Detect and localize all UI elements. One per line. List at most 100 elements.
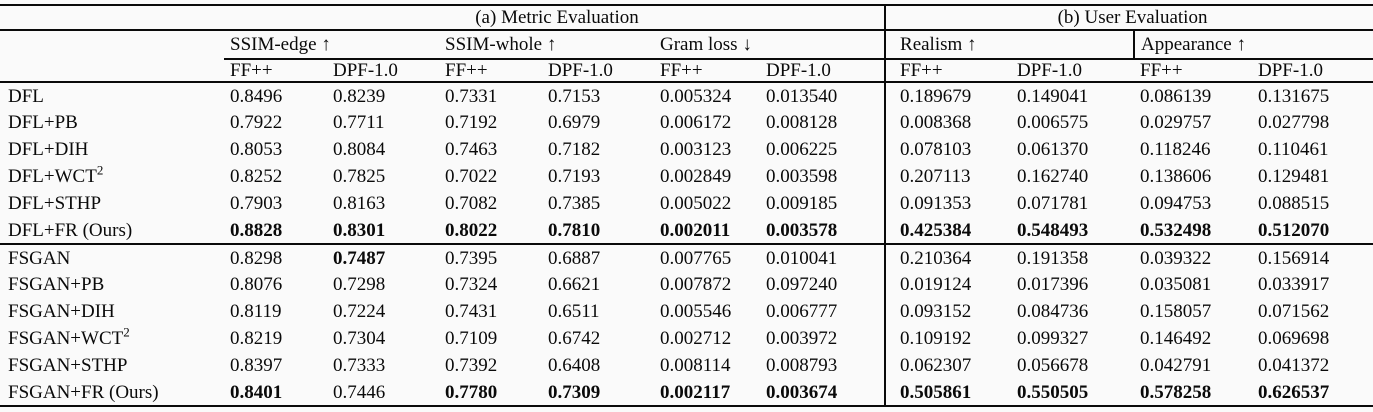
metric-value-cell: 0.097240	[766, 274, 838, 295]
table-row: DFL+WCT2 0.8252 0.7825 0.7022 0.7193 0.0…	[0, 163, 1373, 190]
metric-value-cell: 0.6742	[548, 328, 601, 349]
metric-value-cell: 0.7182	[548, 139, 601, 160]
metric-value-cell: 0.7309	[542, 379, 654, 407]
method-label: DFL	[8, 85, 44, 107]
metric-value-cell: 0.7224	[333, 301, 386, 322]
metric-value-cell: 0.7392	[445, 355, 498, 376]
metric-value-cell: 0.027798	[1258, 112, 1330, 133]
dataset-header: DPF-1.0	[1011, 59, 1135, 83]
metric-value-cell: 0.010041	[766, 247, 838, 269]
metric-value-cell: 0.071781	[1017, 193, 1089, 214]
table-row: FSGAN+FR (Ours) 0.8401 0.7446 0.7780 0.7…	[0, 379, 1373, 407]
metric-value-cell: 0.003123	[660, 139, 732, 160]
metric-value-cell: 0.8076	[230, 274, 283, 295]
method-label: FSGAN+PB	[8, 274, 105, 295]
dataset-header: FF++	[439, 59, 542, 83]
dataset-header: DPF-1.0	[542, 59, 654, 83]
dataset-header: DPF-1.0	[327, 59, 439, 83]
group-header-gram-loss: Gram loss ↓	[654, 30, 886, 60]
table-body: DFL 0.8496 0.8239 0.7331 0.7153 0.005324…	[0, 82, 1373, 407]
method-label-cell: DFL+WCT2	[0, 163, 224, 190]
metric-value-cell: 0.7487	[333, 247, 386, 269]
metric-value-cell: 0.042791	[1140, 355, 1212, 376]
metric-value-cell: 0.003972	[766, 328, 838, 349]
metric-value-cell: 0.7446	[327, 379, 439, 407]
metric-value-cell: 0.7903	[230, 193, 283, 214]
metric-value-cell: 0.006172	[660, 112, 732, 133]
group-header-ssim-whole: SSIM-whole ↑	[439, 30, 654, 60]
method-label: DFL+PB	[8, 112, 78, 133]
metric-value-cell: 0.138606	[1140, 166, 1212, 187]
metric-value-cell: 0.086139	[1140, 85, 1212, 107]
metric-value-cell: 0.035081	[1140, 274, 1212, 295]
metric-value-cell: 0.8301	[327, 217, 439, 245]
metric-value-cell: 0.8219	[230, 328, 283, 349]
metric-value-cell: 0.017396	[1017, 274, 1089, 295]
metric-value-cell: 0.149041	[1017, 85, 1089, 107]
metric-value-cell: 0.8239	[333, 85, 386, 107]
metric-value-cell: 0.7922	[230, 112, 283, 133]
table-row: FSGAN+WCT2 0.8219 0.7304 0.7109 0.6742 0…	[0, 325, 1373, 352]
table-row: FSGAN+DIH 0.8119 0.7224 0.7431 0.6511 0.…	[0, 298, 1373, 325]
method-label: FSGAN+DIH	[8, 301, 115, 322]
metric-value-cell: 0.425384	[884, 217, 1012, 245]
metric-value-cell: 0.8496	[230, 85, 283, 107]
metric-value-cell: 0.008368	[884, 109, 1012, 136]
method-label: DFL+FR (Ours)	[8, 219, 133, 241]
metric-value-cell: 0.007872	[660, 274, 732, 295]
metric-value-cell: 0.008128	[766, 112, 838, 133]
method-label: DFL+STHP	[8, 193, 102, 214]
metric-value-cell: 0.003578	[760, 217, 886, 245]
metric-value-cell: 0.8119	[230, 301, 282, 322]
metric-value-cell: 0.029757	[1140, 112, 1212, 133]
method-label: FSGAN	[8, 247, 71, 269]
table-row: DFL+DIH 0.8053 0.8084 0.7463 0.7182 0.00…	[0, 136, 1373, 163]
metric-value-cell: 0.041372	[1258, 355, 1330, 376]
metric-value-cell: 0.7192	[445, 112, 498, 133]
metric-value-cell: 0.7304	[333, 328, 386, 349]
metric-value-cell: 0.162740	[1017, 166, 1089, 187]
method-label-cell: FSGAN	[0, 244, 224, 271]
method-label: FSGAN+FR (Ours)	[8, 381, 159, 403]
corner-cell	[0, 4, 224, 31]
metric-value-cell: 0.210364	[884, 244, 1012, 271]
metric-value-cell: 0.207113	[884, 163, 1012, 190]
method-label-cell: FSGAN+PB	[0, 271, 224, 298]
metric-value-cell: 0.7153	[548, 85, 601, 107]
metric-value-cell: 0.512070	[1252, 217, 1373, 245]
metric-value-cell: 0.8828	[224, 217, 327, 245]
metric-value-cell: 0.7431	[445, 301, 498, 322]
table-row: DFL+PB 0.7922 0.7711 0.7192 0.6979 0.006…	[0, 109, 1373, 136]
method-label-cell: DFL	[0, 82, 224, 109]
metric-value-cell: 0.6621	[548, 274, 601, 295]
group-header-ssim-edge: SSIM-edge ↑	[224, 30, 439, 60]
metric-value-cell: 0.7082	[445, 193, 498, 214]
metric-value-cell: 0.006225	[766, 139, 838, 160]
method-label: FSGAN+WCT	[8, 328, 124, 349]
metric-value-cell: 0.091353	[884, 190, 1012, 217]
metric-value-cell: 0.056678	[1017, 355, 1089, 376]
metric-value-cell: 0.069698	[1258, 328, 1330, 349]
metric-value-cell: 0.146492	[1140, 328, 1212, 349]
metric-value-cell: 0.7022	[445, 166, 498, 187]
dataset-header: FF++	[654, 59, 760, 83]
metric-value-cell: 0.6979	[548, 112, 601, 133]
metric-value-cell: 0.019124	[884, 271, 1012, 298]
group-header-appearance: Appearance ↑	[1133, 30, 1373, 60]
table-row: FSGAN+PB 0.8076 0.7298 0.7324 0.6621 0.0…	[0, 271, 1373, 298]
group-header-row: SSIM-edge ↑ SSIM-whole ↑ Gram loss ↓ Rea…	[0, 30, 1373, 60]
results-table: (a) Metric Evaluation (b) User Evaluatio…	[0, 4, 1373, 407]
method-label: DFL+DIH	[8, 139, 89, 160]
metric-value-cell: 0.003598	[766, 166, 838, 187]
method-label: FSGAN+STHP	[8, 355, 128, 376]
metric-value-cell: 0.6887	[548, 247, 601, 269]
metric-value-cell: 0.005022	[660, 193, 732, 214]
metric-value-cell: 0.626537	[1252, 379, 1373, 407]
metric-value-cell: 0.003674	[760, 379, 886, 407]
section-a-title: (a) Metric Evaluation	[224, 4, 886, 31]
metric-value-cell: 0.088515	[1258, 193, 1330, 214]
metric-value-cell: 0.191358	[1017, 247, 1089, 269]
corner-cell	[0, 59, 224, 83]
metric-value-cell: 0.6408	[548, 355, 601, 376]
dataset-header-row: FF++ DPF-1.0 FF++ DPF-1.0 FF++ DPF-1.0 F…	[0, 59, 1373, 83]
